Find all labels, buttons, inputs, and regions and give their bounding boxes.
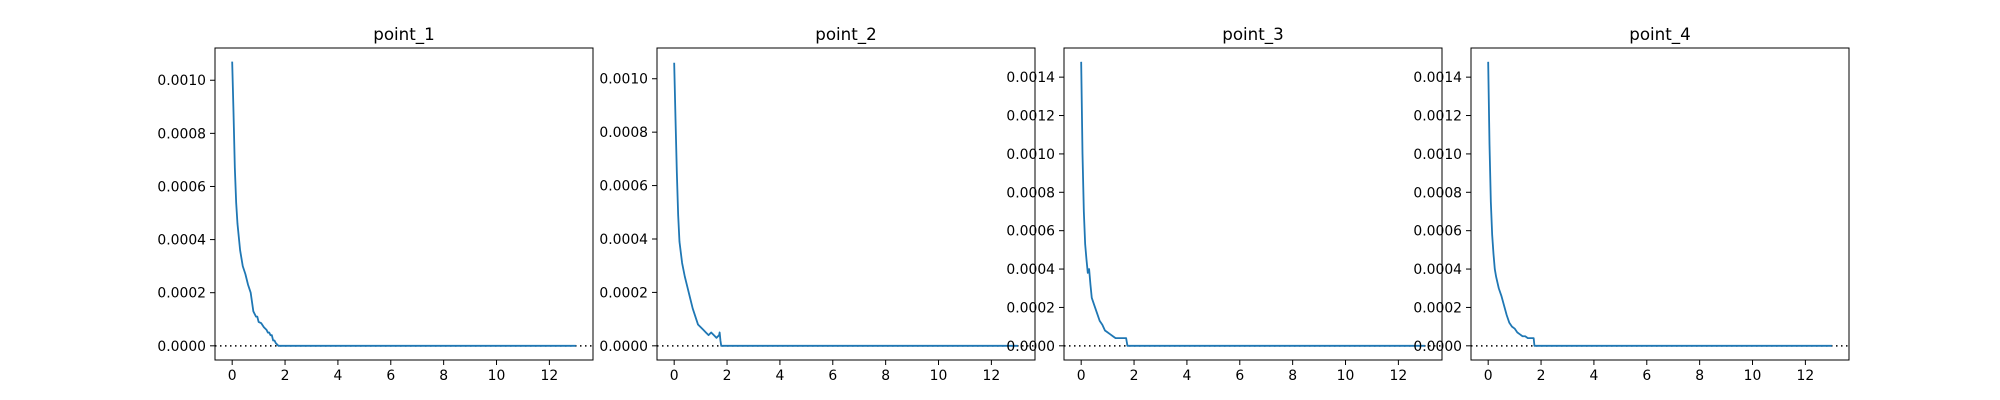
x-tick-label: 0 bbox=[1077, 368, 1086, 384]
y-tick-label: 0.0004 bbox=[599, 232, 648, 248]
y-tick-label: 0.0000 bbox=[1413, 339, 1462, 355]
x-tick-label: 10 bbox=[1744, 368, 1762, 384]
panel-title: point_3 bbox=[1222, 24, 1284, 45]
y-tick-label: 0.0008 bbox=[599, 125, 648, 141]
y-tick-label: 0.0002 bbox=[599, 285, 648, 301]
x-tick-label: 6 bbox=[1642, 368, 1651, 384]
chart-panel-2: point_2 0 2 4 6 8 10 12 0.0000 0.0002 0.0004 0.0006… bbox=[599, 24, 1036, 384]
x-tick-label: 12 bbox=[983, 368, 1001, 384]
y-tick-label: 0.0008 bbox=[1413, 185, 1462, 201]
y-tick-label: 0.0014 bbox=[1413, 70, 1462, 86]
y-tick-label: 0.0010 bbox=[1006, 147, 1055, 163]
y-tick-label: 0.0004 bbox=[1413, 262, 1462, 278]
x-tick-label: 8 bbox=[1695, 368, 1704, 384]
x-tick-label: 0 bbox=[670, 368, 679, 384]
series-line bbox=[231, 61, 576, 347]
x-tick-label: 2 bbox=[723, 368, 732, 384]
y-tick-label: 0.0000 bbox=[599, 339, 648, 355]
y-tick-label: 0.0002 bbox=[1413, 300, 1462, 316]
x-tick-label: 6 bbox=[828, 368, 837, 384]
y-tick-label: 0.0008 bbox=[1006, 185, 1055, 201]
y-tick-label: 0.0000 bbox=[1006, 339, 1055, 355]
plot-frame bbox=[1470, 47, 1850, 361]
y-tick-label: 0.0002 bbox=[157, 286, 206, 302]
y-tick-label: 0.0006 bbox=[1006, 224, 1055, 240]
x-tick-label: 8 bbox=[1288, 368, 1297, 384]
y-tick-label: 0.0010 bbox=[1413, 147, 1462, 163]
x-tick-label: 0 bbox=[1484, 368, 1493, 384]
x-tick-label: 0 bbox=[228, 368, 237, 384]
y-tick-label: 0.0008 bbox=[157, 126, 206, 142]
x-tick-label: 12 bbox=[1390, 368, 1408, 384]
x-tick-label: 12 bbox=[1797, 368, 1815, 384]
x-tick-label: 8 bbox=[439, 368, 448, 384]
panel-title: point_2 bbox=[815, 24, 877, 45]
panel-title: point_4 bbox=[1629, 24, 1691, 45]
y-tick-label: 0.0006 bbox=[1413, 224, 1462, 240]
x-tick-label: 2 bbox=[281, 368, 290, 384]
x-tick-label: 10 bbox=[1337, 368, 1355, 384]
chart-panel-3: point_3 0 2 4 6 8 10 12 0.0000 0.0002 0.0004 0.0006… bbox=[1006, 24, 1443, 384]
series-line bbox=[1080, 61, 1425, 347]
x-tick-label: 4 bbox=[1182, 368, 1191, 384]
x-tick-label: 12 bbox=[541, 368, 559, 384]
series-line bbox=[1487, 61, 1832, 347]
x-tick-label: 4 bbox=[333, 368, 342, 384]
y-tick-label: 0.0010 bbox=[157, 73, 206, 89]
x-tick-label: 6 bbox=[1235, 368, 1244, 384]
x-tick-label: 4 bbox=[775, 368, 784, 384]
x-tick-label: 10 bbox=[488, 368, 506, 384]
y-tick-label: 0.0004 bbox=[1006, 262, 1055, 278]
panel-title: point_1 bbox=[373, 24, 435, 45]
x-tick-label: 2 bbox=[1130, 368, 1139, 384]
chart-panel-1: point_1 0 2 4 6 8 10 12 0.0000 0.0002 0.0004 0.0006… bbox=[157, 24, 594, 384]
y-tick-label: 0.0010 bbox=[599, 72, 648, 88]
y-tick-label: 0.0006 bbox=[599, 179, 648, 195]
x-tick-label: 6 bbox=[386, 368, 395, 384]
x-tick-label: 10 bbox=[930, 368, 948, 384]
plot-frame bbox=[1063, 47, 1443, 361]
x-tick-label: 8 bbox=[881, 368, 890, 384]
y-tick-label: 0.0012 bbox=[1413, 109, 1462, 125]
y-tick-label: 0.0006 bbox=[157, 179, 206, 195]
series-line bbox=[673, 62, 1018, 347]
chart-panel-4: point_4 0 2 4 6 8 10 12 0.0000 0.0002 0.0004 0.0006… bbox=[1413, 24, 1850, 384]
y-tick-label: 0.0014 bbox=[1006, 70, 1055, 86]
y-tick-label: 0.0004 bbox=[157, 233, 206, 249]
y-tick-label: 0.0000 bbox=[157, 339, 206, 355]
plot-frame bbox=[214, 47, 594, 361]
x-tick-label: 4 bbox=[1589, 368, 1598, 384]
y-tick-label: 0.0002 bbox=[1006, 300, 1055, 316]
x-tick-label: 2 bbox=[1537, 368, 1546, 384]
plot-frame bbox=[656, 47, 1036, 361]
y-tick-label: 0.0012 bbox=[1006, 109, 1055, 125]
